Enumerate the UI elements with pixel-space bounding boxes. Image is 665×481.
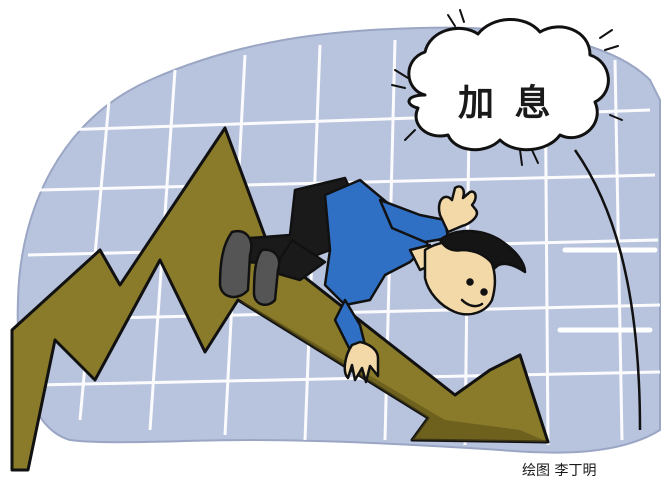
bubble-text: 加 息 bbox=[458, 83, 555, 124]
artist-credit: 绘图 李丁明 bbox=[522, 463, 597, 479]
cloud-bubble-icon bbox=[407, 18, 610, 152]
bubble-trail bbox=[573, 149, 642, 431]
falling-man-icon bbox=[218, 176, 527, 384]
shake-lines bbox=[391, 9, 623, 166]
